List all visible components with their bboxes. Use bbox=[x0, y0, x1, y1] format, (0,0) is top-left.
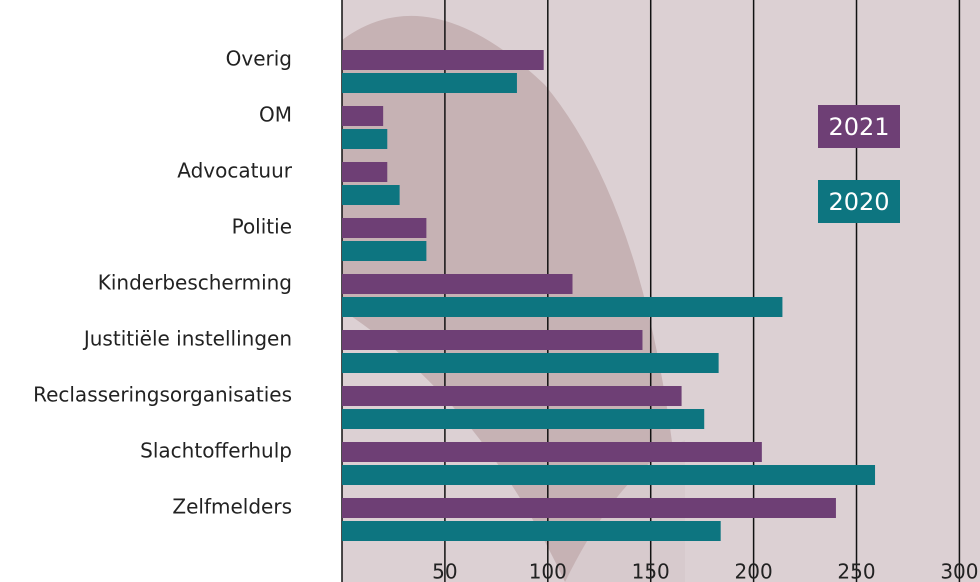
y-tick-label: Reclasseringsorganisaties bbox=[33, 383, 292, 407]
bar bbox=[342, 297, 782, 317]
bar bbox=[342, 274, 573, 294]
x-tick-label: 250 bbox=[837, 560, 875, 582]
y-tick-label: Advocatuur bbox=[177, 159, 293, 183]
x-tick-label: 100 bbox=[529, 560, 567, 582]
legend-label: 2020 bbox=[828, 188, 889, 216]
bar bbox=[342, 442, 762, 462]
bar bbox=[342, 50, 544, 70]
bar bbox=[342, 498, 836, 518]
bar bbox=[342, 162, 387, 182]
bar bbox=[342, 386, 682, 406]
bar bbox=[342, 521, 721, 541]
y-tick-label: Zelfmelders bbox=[172, 495, 292, 519]
bar bbox=[342, 218, 426, 238]
bar bbox=[342, 353, 719, 373]
bar bbox=[342, 185, 400, 205]
bar bbox=[342, 465, 875, 485]
chart: 50 100 150 200 250 300 Overig OM Advocatuur Polit… bbox=[0, 0, 980, 582]
bar bbox=[342, 106, 383, 126]
y-tick-label: OM bbox=[259, 103, 292, 127]
x-tick-label: 150 bbox=[632, 560, 670, 582]
y-tick-label: Politie bbox=[232, 215, 292, 239]
bar bbox=[342, 73, 517, 93]
x-tick-label: 200 bbox=[735, 560, 773, 582]
legend-label: 2021 bbox=[828, 113, 889, 141]
y-tick-label: Overig bbox=[226, 47, 292, 71]
x-tick-label: 300 bbox=[940, 560, 978, 582]
y-tick-label: Justitiële instellingen bbox=[82, 327, 292, 351]
bar bbox=[342, 241, 426, 261]
bar bbox=[342, 330, 642, 350]
y-tick-label: Slachtofferhulp bbox=[140, 439, 292, 463]
bar bbox=[342, 129, 387, 149]
x-tick-label: 50 bbox=[432, 560, 457, 582]
bar bbox=[342, 409, 704, 429]
y-tick-label: Kinderbescherming bbox=[98, 271, 292, 295]
